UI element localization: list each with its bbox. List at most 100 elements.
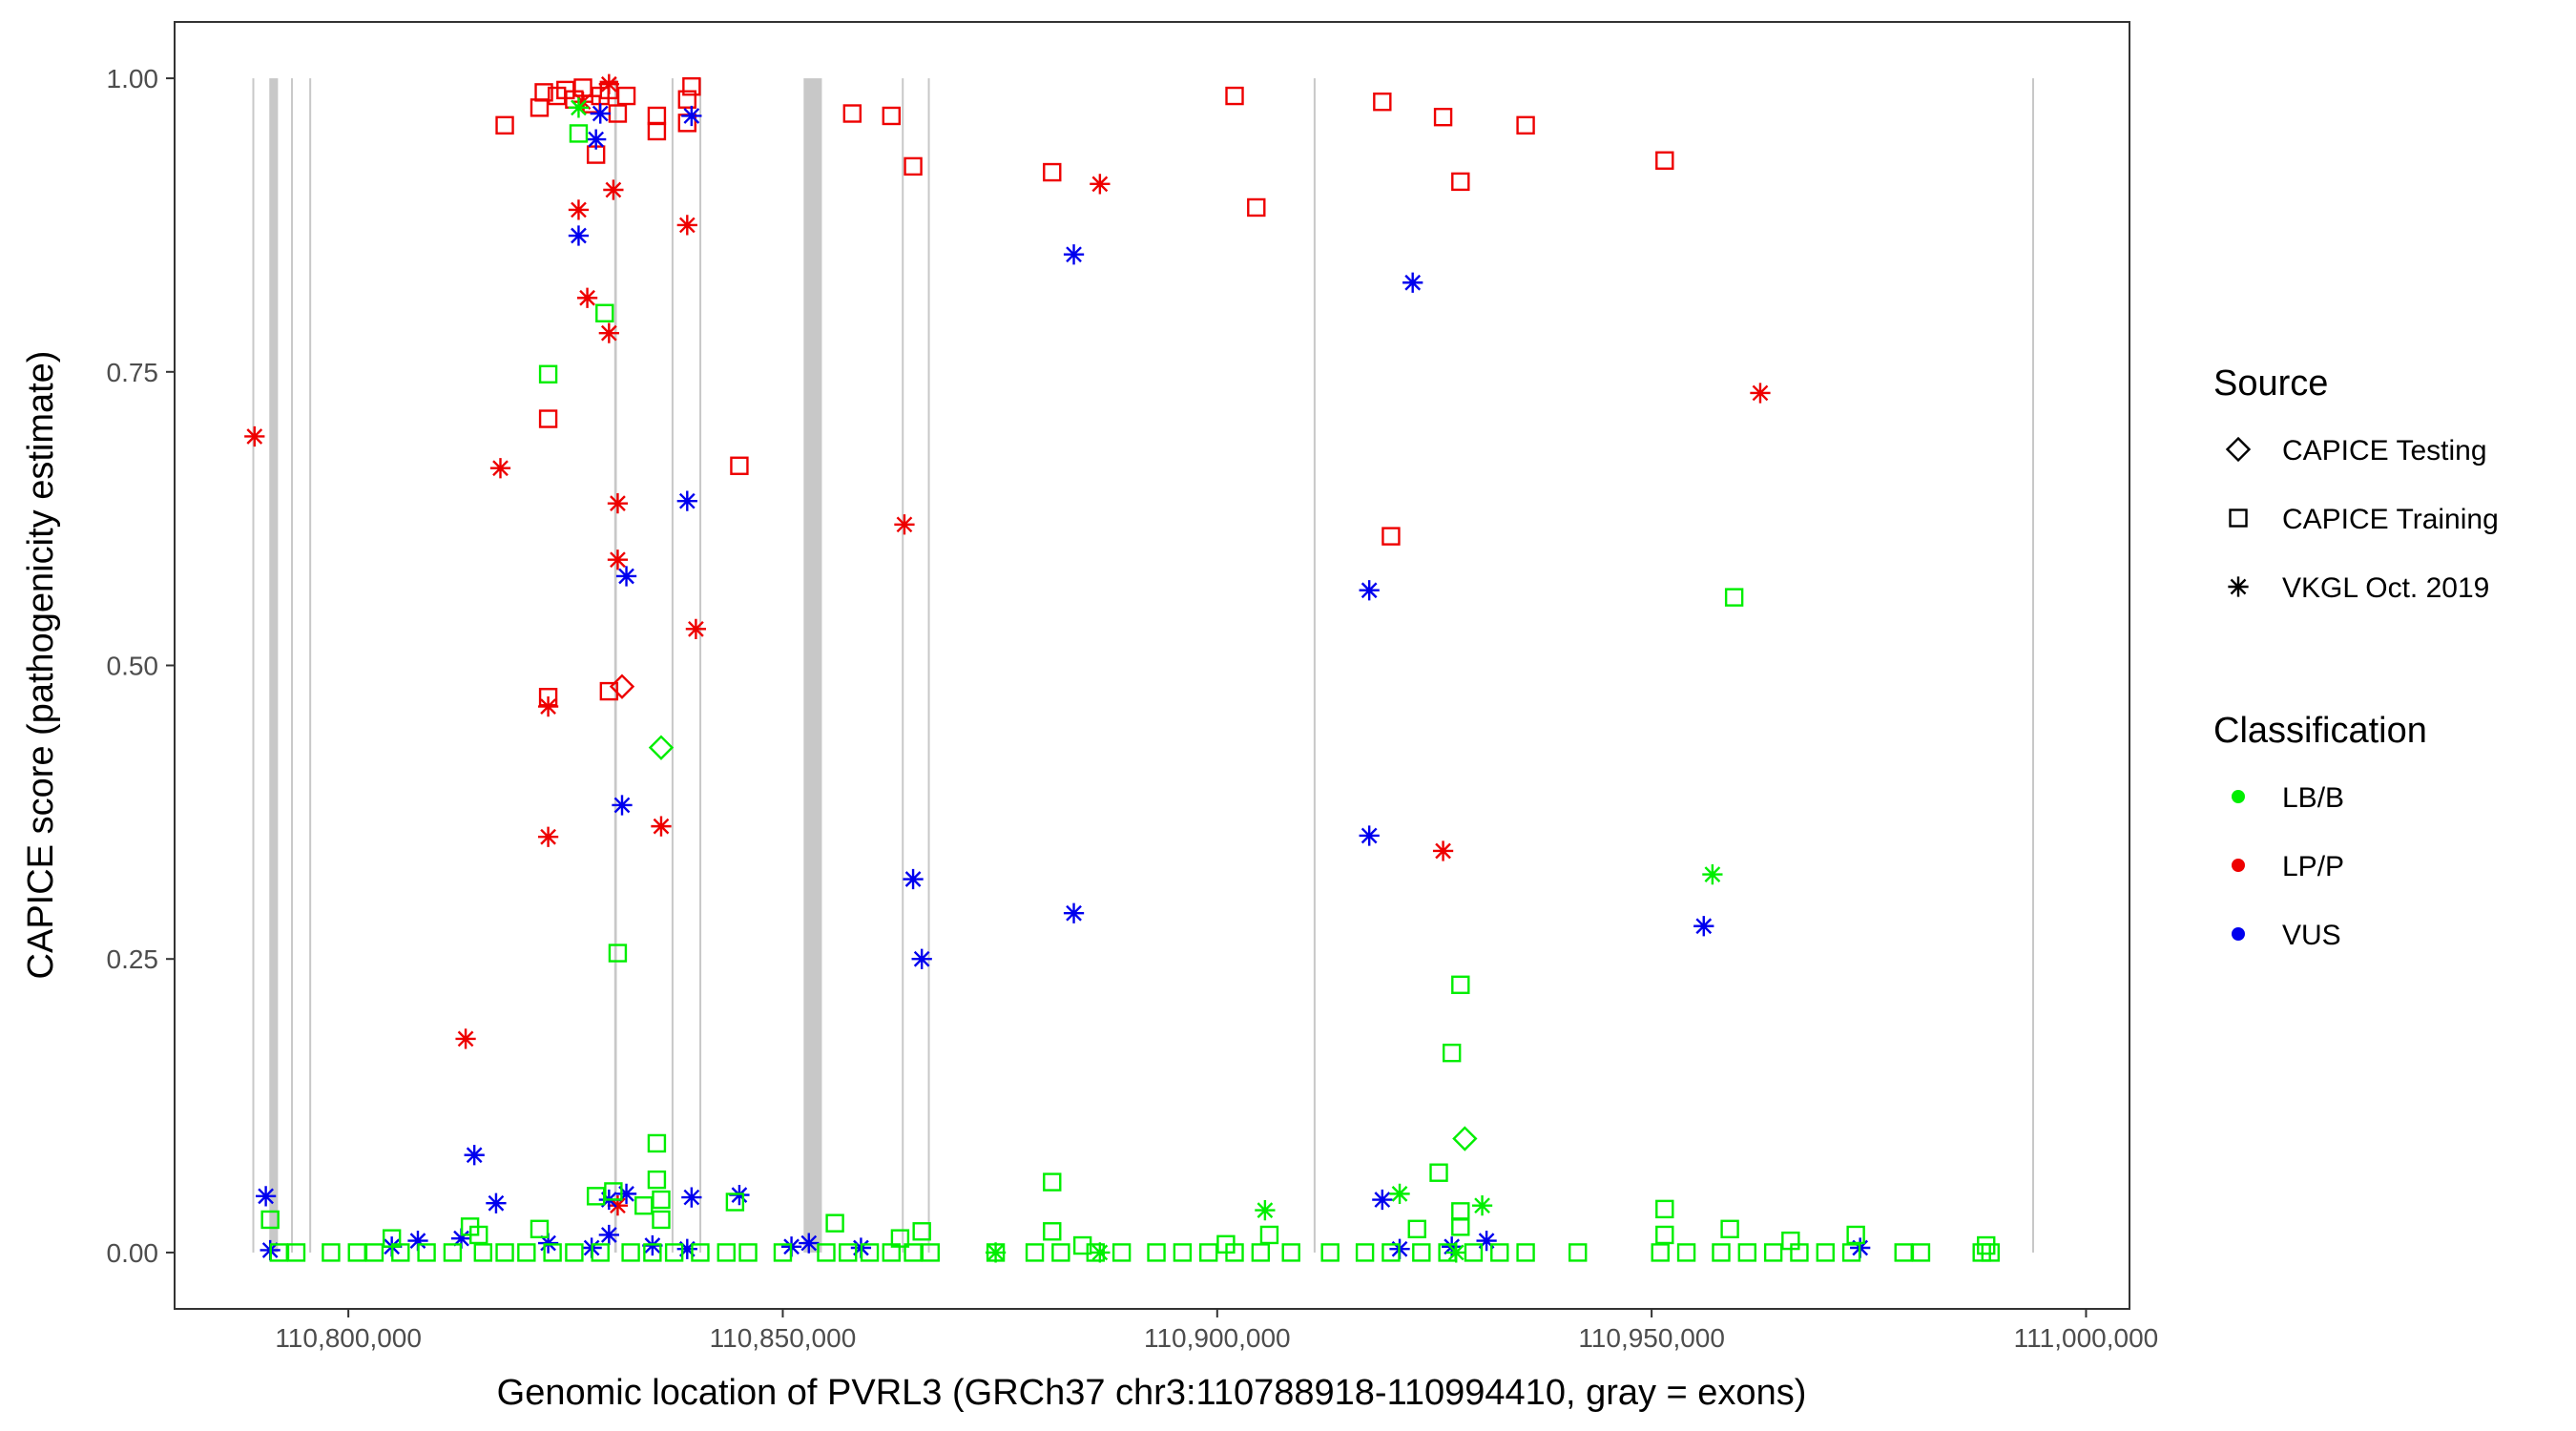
- exon-band: [252, 78, 255, 1253]
- data-point: [1043, 162, 1062, 182]
- data-point: [921, 1243, 940, 1262]
- legend-key-diamond: [2225, 436, 2252, 463]
- data-point: [538, 364, 558, 384]
- data-point: [681, 105, 702, 127]
- data-point: [1442, 1043, 1462, 1063]
- exon-band: [927, 78, 930, 1253]
- data-point: [1111, 1243, 1132, 1262]
- legend-key-dot: [2232, 859, 2245, 872]
- data-point: [607, 1195, 629, 1216]
- data-point: [691, 1243, 710, 1262]
- data-point: [586, 129, 607, 150]
- data-point: [676, 215, 697, 236]
- data-point: [1720, 1219, 1739, 1239]
- legend-title-source: Source: [2213, 363, 2328, 404]
- legend-key-square: [2229, 508, 2248, 528]
- data-point: [882, 106, 901, 126]
- data-point: [489, 458, 511, 479]
- legend-entry-classification: LP/P: [2232, 851, 2344, 882]
- data-point: [269, 1243, 288, 1262]
- legend-label: CAPICE Testing: [2282, 435, 2487, 467]
- data-point: [517, 1243, 536, 1262]
- exon-band: [2032, 78, 2035, 1253]
- data-point: [1432, 840, 1454, 861]
- data-point: [1790, 1243, 1809, 1262]
- data-point: [598, 322, 619, 343]
- exon-band: [902, 78, 904, 1253]
- data-point: [469, 1225, 488, 1245]
- data-point: [1911, 1243, 1931, 1262]
- data-point: [591, 1243, 610, 1262]
- data-point: [1412, 1243, 1431, 1262]
- legend-key-dot: [2232, 927, 2245, 941]
- exon-band: [699, 78, 702, 1253]
- legend-entry-classification: VUS: [2232, 920, 2341, 951]
- data-point: [1712, 1243, 1731, 1262]
- data-point: [1247, 197, 1266, 218]
- data-point: [1173, 1243, 1193, 1262]
- data-point: [607, 550, 629, 570]
- data-point: [634, 1195, 654, 1215]
- data-point: [1407, 1219, 1426, 1239]
- data-point: [595, 303, 614, 322]
- data-point: [244, 425, 265, 447]
- y-tick-label: 1.00: [107, 64, 159, 93]
- data-point: [538, 409, 558, 428]
- data-point: [664, 1243, 684, 1262]
- data-point: [1816, 1243, 1835, 1262]
- data-point: [839, 1243, 858, 1262]
- data-point: [255, 1186, 277, 1207]
- data-point: [676, 490, 697, 511]
- data-point: [391, 1243, 410, 1262]
- data-point: [1655, 1199, 1674, 1219]
- data-point: [1516, 1243, 1535, 1262]
- x-tick-label: 110,800,000: [275, 1323, 422, 1353]
- data-point: [817, 1243, 836, 1262]
- legend-label: LP/P: [2282, 851, 2344, 882]
- x-tick-label: 110,850,000: [710, 1323, 857, 1353]
- data-point: [1476, 1230, 1497, 1252]
- data-point: [603, 179, 624, 200]
- legend: Source Classification CAPICE TestingCAPI…: [2213, 363, 2499, 951]
- data-point: [1655, 1225, 1674, 1245]
- data-point: [1090, 1242, 1111, 1263]
- y-tick-label: 0.50: [107, 652, 159, 681]
- data-point: [825, 1213, 844, 1233]
- data-point: [615, 1183, 637, 1204]
- data-point: [443, 1243, 463, 1262]
- data-point: [1359, 580, 1380, 601]
- data-point: [842, 104, 862, 123]
- series-lbb-diamond: [648, 735, 1478, 1151]
- data-point: [586, 1187, 606, 1206]
- x-axis: 110,800,000 110,850,000 110,900,000 110,950…: [275, 1309, 2158, 1353]
- data-point: [407, 1230, 428, 1252]
- x-tick-label: 110,900,000: [1144, 1323, 1291, 1353]
- data-point: [1359, 825, 1380, 846]
- data-point: [486, 1192, 507, 1213]
- data-point: [1676, 1243, 1696, 1262]
- data-point: [1846, 1225, 1865, 1245]
- data-point: [985, 1242, 1007, 1263]
- legend-entry-source: CAPICE Training: [2229, 504, 2499, 535]
- legend-label: LB/B: [2282, 782, 2344, 814]
- data-point: [799, 1233, 820, 1254]
- data-point: [569, 124, 589, 143]
- data-point: [1451, 975, 1470, 994]
- data-point: [590, 103, 611, 124]
- data-point: [717, 1243, 736, 1262]
- data-point: [1225, 86, 1244, 106]
- data-point: [598, 1224, 619, 1246]
- data-point: [1750, 383, 1771, 404]
- data-point: [417, 1243, 436, 1262]
- data-point: [286, 1243, 306, 1262]
- data-point: [576, 287, 598, 308]
- data-point: [725, 1192, 745, 1212]
- legend-key-asterisk: [2228, 576, 2249, 597]
- data-point: [643, 1243, 662, 1262]
- data-point: [860, 1243, 880, 1262]
- data-point: [568, 97, 590, 118]
- data-point: [882, 1243, 901, 1262]
- data-point: [495, 1243, 514, 1262]
- data-point: [1063, 902, 1085, 923]
- exon-band: [309, 78, 312, 1253]
